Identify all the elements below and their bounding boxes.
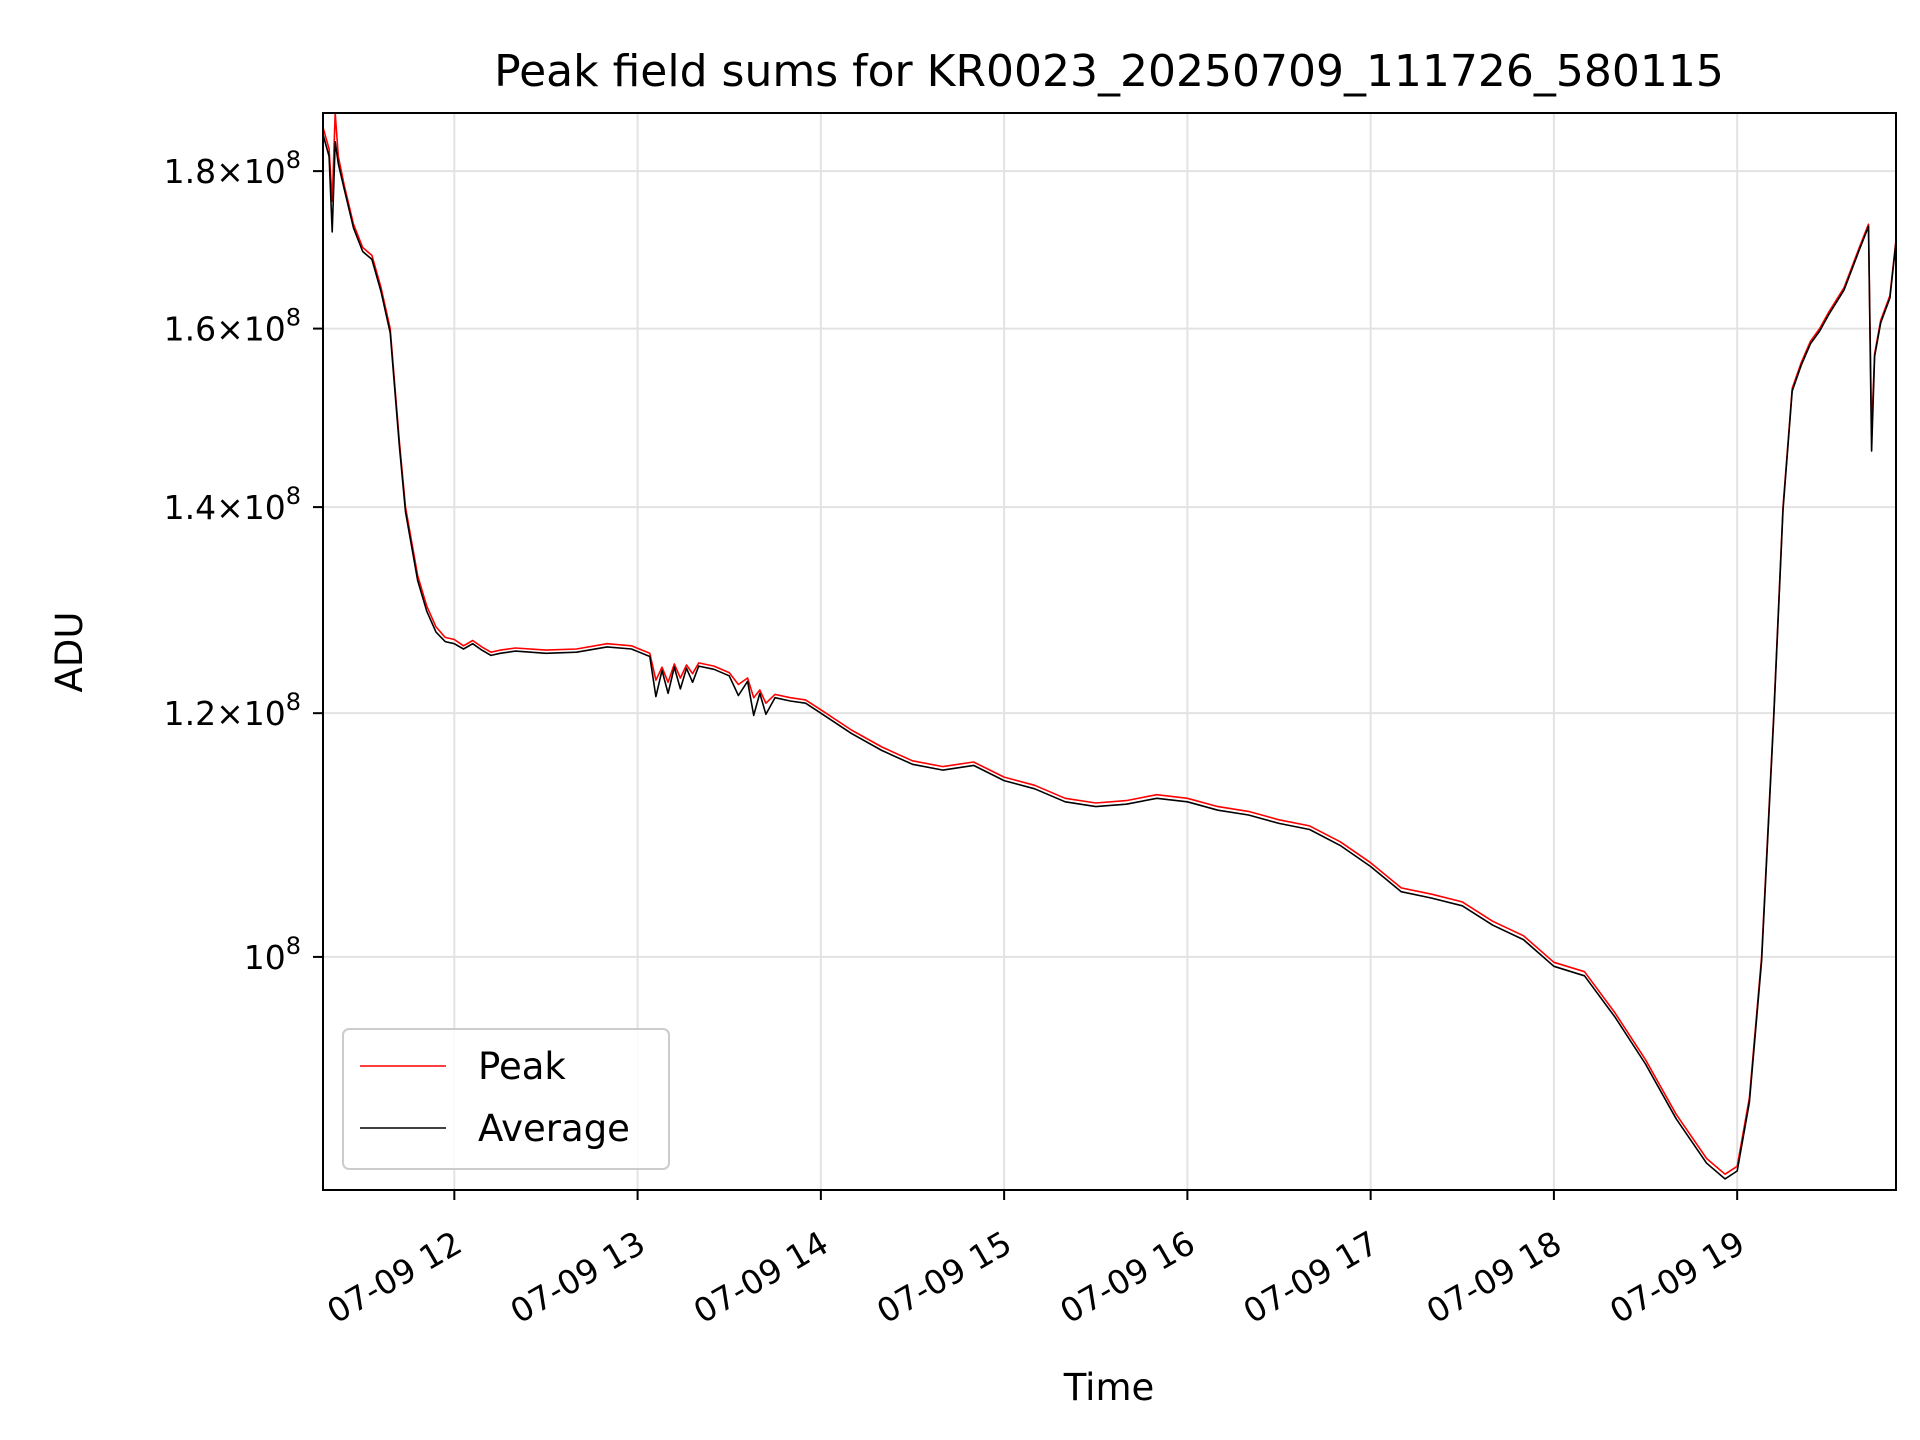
legend-box <box>342 1028 670 1170</box>
y-axis-label: ADU <box>48 612 91 693</box>
y-axis-ticks: 108 1.2×108 1.4×108 1.6×108 1.8×108 <box>164 146 323 977</box>
legend-label-peak: Peak <box>478 1045 566 1088</box>
y-tick-label: 108 <box>244 932 301 977</box>
grid-lines <box>323 113 1896 1190</box>
x-axis-label: Time <box>1063 1366 1155 1409</box>
y-tick-label: 1.4×108 <box>164 482 301 527</box>
series-line-average <box>322 134 1897 1180</box>
y-tick-label: 1.2×108 <box>164 688 301 733</box>
y-tick-label: 1.6×108 <box>164 304 301 349</box>
plot-frame <box>322 112 1897 1191</box>
legend-label-average: Average <box>478 1107 630 1150</box>
chart-title: Peak field sums for KR0023_20250709_1117… <box>494 46 1724 97</box>
series-lines <box>322 112 1897 1180</box>
legend: Peak Average <box>342 1028 670 1170</box>
y-tick-label: 1.8×108 <box>164 146 301 191</box>
